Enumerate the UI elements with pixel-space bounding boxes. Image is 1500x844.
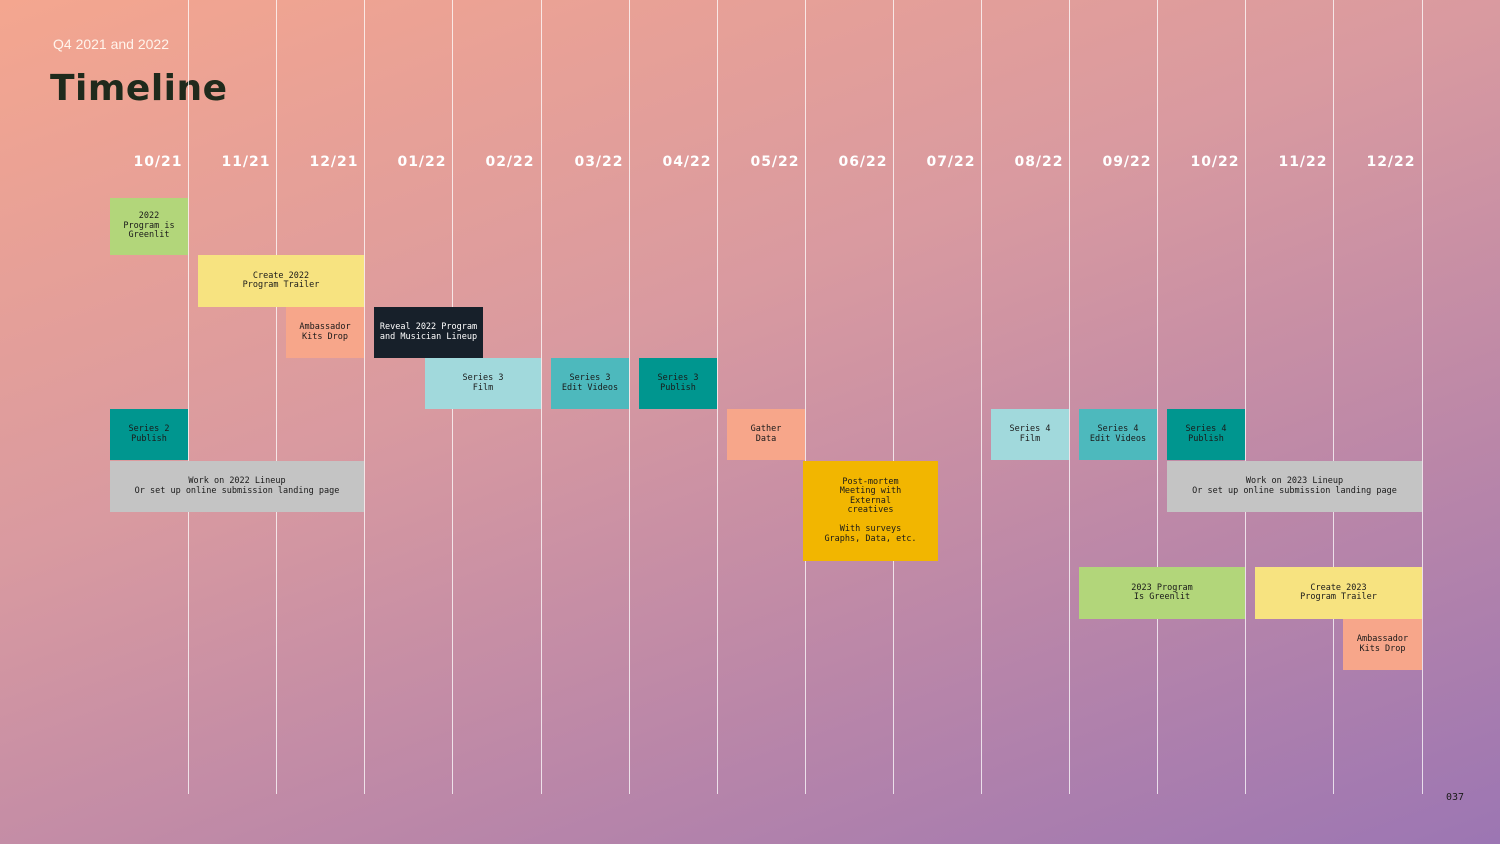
month-label: 09/22 bbox=[1102, 154, 1152, 170]
slide-title: Timeline bbox=[50, 68, 228, 109]
grid-line bbox=[1069, 0, 1070, 794]
month-label: 11/22 bbox=[1278, 154, 1328, 170]
grid-line bbox=[1157, 0, 1158, 794]
month-label: 12/21 bbox=[309, 154, 359, 170]
month-label: 11/21 bbox=[221, 154, 271, 170]
timeline-task: 2023 Program Is Greenlit bbox=[1079, 567, 1245, 619]
timeline-task: Series 3 Film bbox=[425, 358, 541, 409]
timeline-task: Create 2023 Program Trailer bbox=[1255, 567, 1422, 619]
grid-line bbox=[541, 0, 542, 794]
grid-line bbox=[1245, 0, 1246, 794]
month-label: 08/22 bbox=[1014, 154, 1064, 170]
timeline-task: Series 3 Publish bbox=[639, 358, 717, 409]
timeline-task: Series 4 Film bbox=[991, 409, 1069, 460]
timeline-task: Series 4 Publish bbox=[1167, 409, 1245, 460]
timeline-task: Series 3 Edit Videos bbox=[551, 358, 629, 409]
slide-subtitle: Q4 2021 and 2022 bbox=[53, 36, 169, 52]
timeline-task: Gather Data bbox=[727, 409, 805, 460]
timeline-task: Create 2022 Program Trailer bbox=[198, 255, 364, 307]
page-number: 037 bbox=[1446, 792, 1465, 803]
timeline-task: 2022 Program is Greenlit bbox=[110, 198, 188, 255]
grid-line bbox=[1422, 0, 1423, 794]
month-label: 12/22 bbox=[1366, 154, 1416, 170]
timeline-task: Reveal 2022 Program and Musician Lineup bbox=[374, 307, 483, 358]
grid-line bbox=[805, 0, 806, 794]
timeline-task: Work on 2023 Lineup Or set up online sub… bbox=[1167, 461, 1422, 512]
grid-line bbox=[1333, 0, 1334, 794]
grid-line bbox=[629, 0, 630, 794]
month-label: 02/22 bbox=[485, 154, 535, 170]
month-label: 04/22 bbox=[662, 154, 712, 170]
timeline-task: Work on 2022 Lineup Or set up online sub… bbox=[110, 461, 364, 512]
month-label: 10/21 bbox=[133, 154, 183, 170]
month-label: 05/22 bbox=[750, 154, 800, 170]
timeline-task: Series 4 Edit Videos bbox=[1079, 409, 1157, 460]
timeline-task: Series 2 Publish bbox=[110, 409, 188, 460]
month-label: 06/22 bbox=[838, 154, 888, 170]
timeline-task: Post-mortem Meeting with External creati… bbox=[803, 461, 938, 561]
month-label: 10/22 bbox=[1190, 154, 1240, 170]
month-label: 01/22 bbox=[397, 154, 447, 170]
grid-line bbox=[981, 0, 982, 794]
grid-line bbox=[717, 0, 718, 794]
grid-line bbox=[188, 0, 189, 794]
month-label: 03/22 bbox=[574, 154, 624, 170]
timeline-task: Ambassador Kits Drop bbox=[286, 307, 364, 358]
grid-line bbox=[893, 0, 894, 794]
grid-line bbox=[364, 0, 365, 794]
timeline-task: Ambassador Kits Drop bbox=[1343, 619, 1422, 670]
month-label: 07/22 bbox=[926, 154, 976, 170]
grid-line bbox=[276, 0, 277, 794]
